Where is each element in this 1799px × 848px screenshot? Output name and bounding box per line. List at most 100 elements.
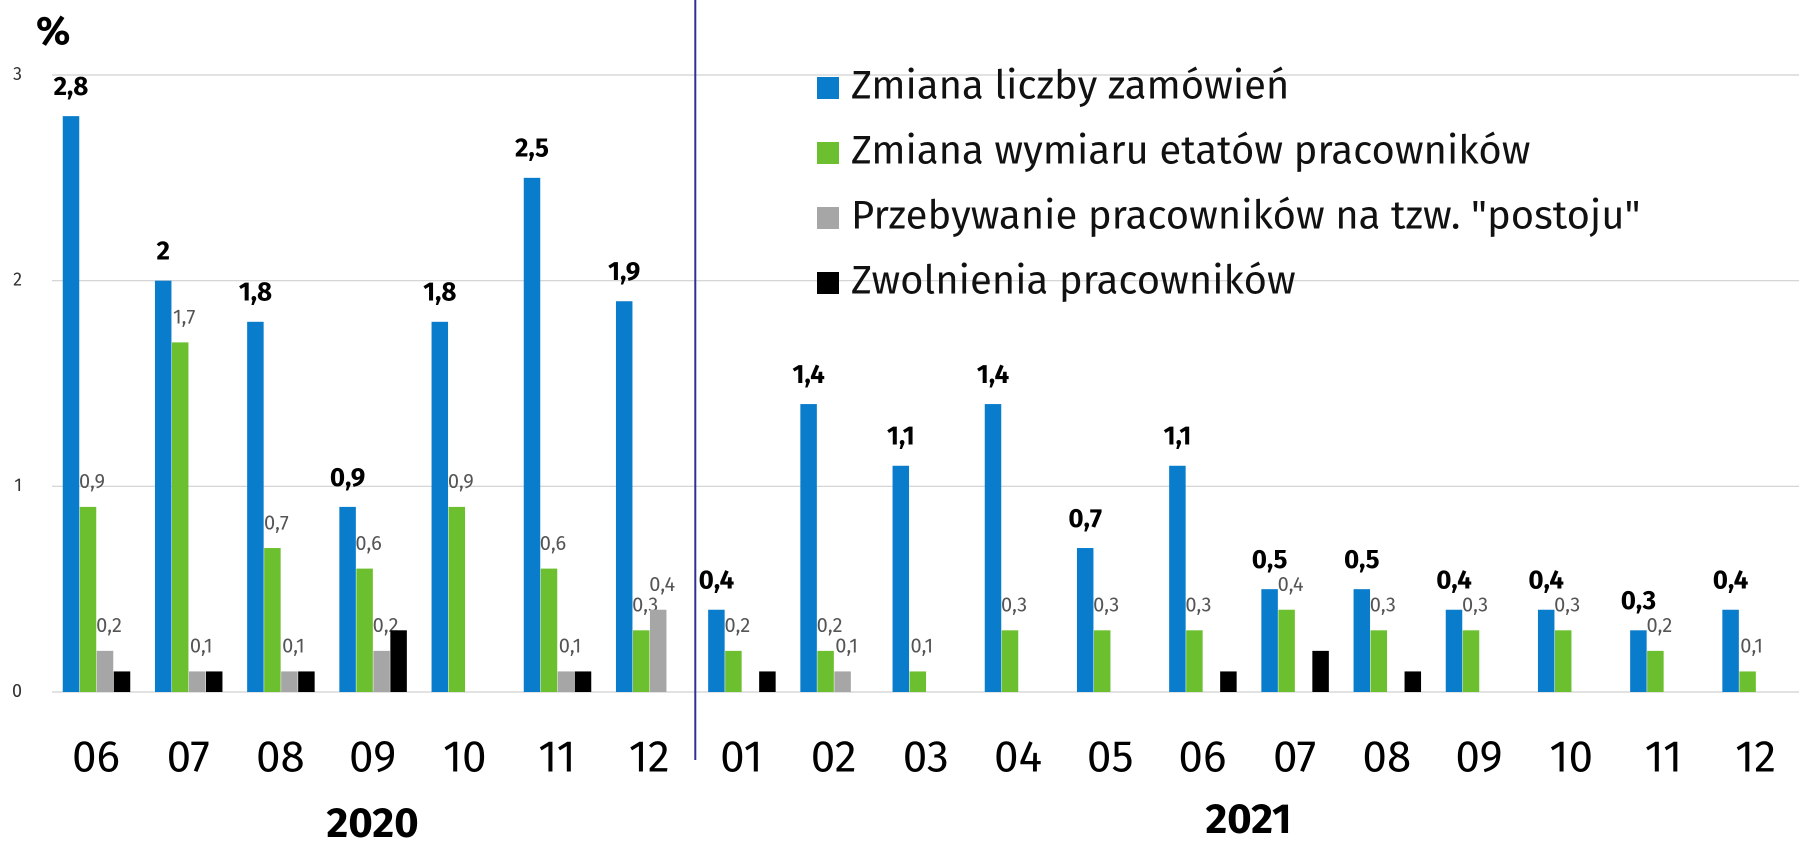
bar [759, 671, 776, 692]
data-label: 0,4 [1436, 565, 1472, 596]
data-label: 0,5 [1344, 544, 1380, 575]
data-label: 0,2 [724, 614, 750, 638]
x-tick-label: 08 [1362, 731, 1411, 784]
bar [632, 630, 650, 692]
bar [1220, 671, 1237, 692]
x-tick-label: 11 [1645, 731, 1683, 784]
data-label: 0,1 [282, 635, 305, 659]
bar [1001, 630, 1019, 692]
bar [1370, 630, 1388, 692]
bar [1312, 650, 1329, 692]
bar [154, 280, 172, 692]
bar [1404, 671, 1422, 692]
bar [1261, 589, 1278, 692]
data-label: 0,1 [559, 635, 582, 659]
bar [205, 671, 223, 692]
x-tick-label: 03 [903, 731, 949, 784]
data-label: 0,5 [1252, 544, 1288, 575]
bar [1353, 589, 1371, 692]
bar [557, 671, 575, 692]
data-label: 1,1 [1164, 421, 1192, 452]
legend-swatch [817, 272, 839, 294]
legend-swatch [817, 207, 839, 229]
legend-swatch [817, 77, 839, 99]
bar [1169, 465, 1186, 692]
bar [574, 671, 592, 692]
y-tick-label: 2 [13, 268, 22, 290]
bar [448, 506, 466, 692]
data-label: 0,1 [190, 635, 213, 659]
y-axis-label: % [36, 8, 70, 56]
legend-label: Zmiana liczby zamówień [851, 62, 1289, 110]
data-label: 0,4 [1528, 565, 1564, 596]
data-label: 0,3 [1554, 594, 1580, 618]
data-label: 1,4 [977, 359, 1010, 390]
data-label: 0,9 [79, 470, 105, 494]
bar [834, 671, 851, 692]
bar [298, 671, 315, 692]
data-label: 2,5 [515, 133, 549, 164]
group-label: 2021 [1205, 795, 1291, 845]
data-label: 0,2 [1646, 614, 1672, 638]
data-label: 1,1 [887, 421, 915, 452]
bar [1445, 609, 1463, 692]
x-tick-label: 05 [1087, 731, 1134, 784]
bar [264, 548, 281, 692]
y-tick-label: 1 [14, 474, 22, 496]
group-label: 2020 [327, 799, 419, 848]
data-label: 0,4 [1713, 565, 1749, 596]
data-label: 1,9 [608, 256, 640, 287]
bar [1278, 609, 1295, 692]
bar [1462, 630, 1480, 692]
bar [1630, 630, 1647, 692]
legend-label: Zwolnienia pracowników [851, 257, 1296, 305]
x-tick-label: 02 [811, 731, 857, 784]
data-label: 0,9 [330, 462, 365, 493]
bar [1537, 609, 1555, 692]
data-label: 0,7 [264, 511, 289, 535]
legend-label: Przebywanie pracowników na tzw. "postoju… [851, 192, 1640, 240]
data-label: 2 [156, 236, 169, 267]
bar [113, 671, 131, 692]
legend-label: Zmiana wymiaru etatów pracowników [851, 127, 1530, 175]
data-label: 0,4 [699, 565, 735, 596]
y-tick-label: 0 [12, 680, 22, 702]
bar [523, 177, 541, 693]
data-label: 0,3 [1621, 585, 1656, 616]
legend-swatch [817, 142, 839, 164]
data-label: 0,9 [448, 470, 474, 494]
data-label: 0,1 [910, 635, 933, 659]
data-label: 0,1 [835, 635, 858, 659]
bar [1186, 630, 1203, 692]
data-label: 0,3 [1001, 594, 1027, 618]
data-label: 1,7 [173, 306, 195, 330]
bar [1739, 671, 1756, 692]
bar [281, 671, 298, 692]
x-tick-label: 06 [72, 731, 120, 784]
bar [800, 404, 817, 692]
x-tick-label: 12 [629, 731, 670, 784]
y-tick-label: 3 [13, 63, 22, 85]
data-label: 0,3 [1185, 594, 1211, 618]
data-label: 0,3 [1093, 594, 1119, 618]
bar [79, 506, 97, 692]
bar [96, 650, 114, 692]
bar [1093, 630, 1111, 692]
bar [615, 301, 633, 692]
x-tick-label: 07 [1273, 731, 1316, 784]
data-label: 0,3 [1370, 594, 1396, 618]
bar [356, 568, 373, 692]
bar [817, 650, 834, 692]
bar [649, 609, 667, 692]
bar [62, 116, 80, 693]
bar [708, 609, 725, 692]
bar [247, 321, 264, 692]
data-label: 0,4 [1278, 573, 1304, 597]
data-label: 0,7 [1068, 503, 1102, 534]
x-tick-label: 09 [1455, 731, 1502, 784]
data-label: 1,4 [792, 359, 825, 390]
x-tick-label: 11 [538, 731, 576, 784]
bar [431, 321, 449, 692]
x-tick-label: 01 [720, 731, 763, 784]
